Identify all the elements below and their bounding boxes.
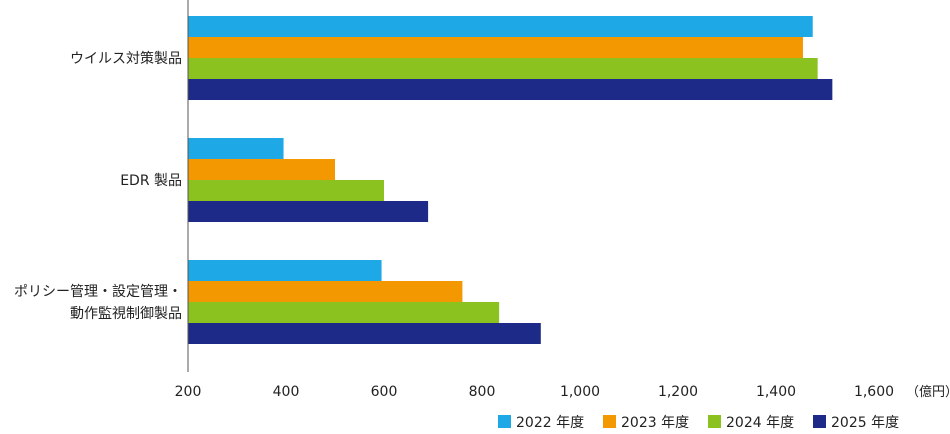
bar-2-series-3: [188, 180, 384, 201]
bar-2-series-1: [188, 138, 284, 159]
bar-1-series-1: [188, 16, 813, 37]
bar-1-series-2: [188, 37, 803, 58]
x-tick-label-800: 800: [469, 384, 496, 400]
bar-3-series-3: [188, 302, 500, 323]
legend-label-4: 2025 年度: [831, 415, 899, 431]
legend-swatch-4: [813, 415, 826, 428]
category-label-2-line-1: EDR 製品: [120, 173, 182, 189]
x-tick-label-600: 600: [371, 384, 398, 400]
bar-1-series-3: [188, 58, 818, 79]
legend-label-3: 2024 年度: [726, 415, 794, 431]
bar-1-series-4: [188, 79, 833, 100]
bar-2-series-2: [188, 159, 335, 180]
x-tick-label-400: 400: [273, 384, 300, 400]
x-tick-label-1600: 1,600: [854, 384, 894, 400]
bar-2-series-4: [188, 201, 429, 222]
bar-3-series-4: [188, 323, 541, 344]
legend-swatch-2: [603, 415, 616, 428]
category-label-3-line-1: ポリシー管理・設定管理・: [14, 284, 182, 300]
x-tick-label-1000: 1,000: [560, 384, 600, 400]
x-tick-label-1200: 1,200: [658, 384, 698, 400]
legend: 2022 年度 2023 年度 2024 年度 2025 年度: [498, 415, 899, 431]
legend-swatch-3: [708, 415, 721, 428]
x-tick-label-1400: 1,400: [756, 384, 796, 400]
unit-label: （億円）: [906, 384, 950, 400]
bar-3-series-2: [188, 281, 463, 302]
category-label-1-line-1: ウイルス対策製品: [70, 50, 182, 67]
legend-label-1: 2022 年度: [516, 415, 584, 431]
bar-3-series-1: [188, 260, 382, 281]
x-tick-labels: 200 400 600 800 1,000 1,200 1,400 1,600: [175, 384, 894, 400]
legend-label-2: 2023 年度: [621, 415, 689, 431]
legend-swatch-1: [498, 415, 511, 428]
bars-group: [188, 16, 833, 344]
x-tick-label-200: 200: [175, 384, 202, 400]
category-label-3-line-2: 動作監視制御製品: [70, 305, 182, 322]
